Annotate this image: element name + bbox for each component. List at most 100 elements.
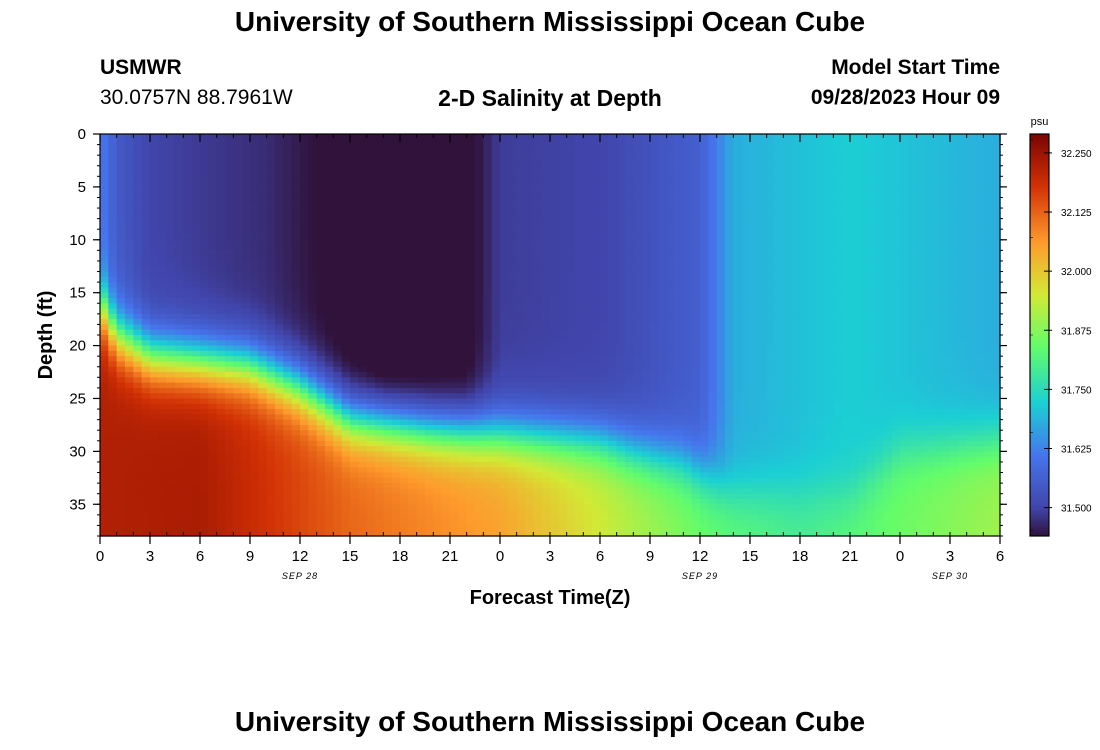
heatmap-cell [325, 271, 334, 278]
heatmap-cell [491, 504, 501, 511]
heatmap-cell [566, 446, 576, 452]
heatmap-cell [500, 229, 509, 236]
heatmap-cell [641, 245, 651, 251]
heatmap-cell [458, 149, 468, 156]
heatmap-cell [458, 134, 468, 140]
heatmap-cell [133, 308, 143, 315]
heatmap-cell [391, 239, 401, 246]
heatmap-cell [391, 308, 401, 315]
heatmap-cell [141, 308, 151, 315]
heatmap-cell [183, 456, 193, 463]
heatmap-cell [466, 393, 476, 400]
heatmap-cell [591, 461, 601, 468]
heatmap-cell [458, 186, 468, 193]
heatmap-cell [175, 255, 184, 262]
heatmap-cell [616, 149, 626, 156]
heatmap-cell [250, 387, 259, 394]
heatmap-cell [400, 134, 409, 140]
heatmap-cell [133, 303, 143, 310]
heatmap-cell [183, 398, 193, 405]
heatmap-cell [166, 372, 176, 378]
heatmap-cell [366, 319, 376, 326]
heatmap-cell [491, 192, 501, 199]
heatmap-cell [241, 488, 251, 495]
heatmap-cell [391, 186, 401, 193]
heatmap-cell [125, 202, 134, 209]
heatmap-cell [133, 144, 143, 151]
heatmap-cell [441, 520, 451, 527]
heatmap-cell [191, 186, 201, 193]
heatmap-cell [425, 303, 434, 310]
heatmap-cell [250, 181, 259, 188]
heatmap-cell [433, 451, 443, 458]
heatmap-cell [375, 197, 384, 204]
heatmap-cell [266, 255, 276, 262]
heatmap-cell [333, 461, 343, 468]
heatmap-cell [466, 467, 476, 474]
heatmap-cell [275, 165, 284, 172]
heatmap-cell [266, 239, 276, 246]
heatmap-cell [200, 382, 209, 389]
heatmap-cell [408, 250, 418, 257]
heatmap-cell [575, 372, 584, 378]
heatmap-cell [316, 467, 326, 474]
heatmap-cell [183, 213, 193, 220]
heatmap-cell [283, 213, 293, 220]
heatmap-cell [250, 160, 259, 167]
heatmap-cell [333, 398, 343, 405]
heatmap-cell [100, 504, 109, 511]
heatmap-cell [100, 223, 109, 230]
heatmap-cell [300, 329, 309, 336]
heatmap-cell [225, 266, 234, 273]
heatmap-cell [291, 139, 301, 146]
heatmap-cell [625, 176, 634, 183]
heatmap-cell [291, 319, 301, 326]
heatmap-cell [175, 165, 184, 172]
heatmap-cell [191, 398, 201, 405]
heatmap-cell [133, 520, 143, 527]
heatmap-cell [183, 414, 193, 421]
heatmap-cell [108, 223, 118, 230]
heatmap-cell [266, 223, 276, 230]
heatmap-cell [266, 483, 276, 489]
heatmap-cell [383, 186, 393, 193]
heatmap-cell [500, 149, 509, 156]
heatmap-cell [266, 393, 276, 400]
heatmap-cell [450, 149, 459, 156]
heatmap-cell [416, 366, 426, 373]
heatmap-cell [383, 255, 393, 262]
heatmap-cell [241, 366, 251, 373]
heatmap-cell [291, 398, 301, 405]
heatmap-cell [391, 414, 401, 421]
heatmap-cell [275, 520, 284, 527]
heatmap-cell [466, 430, 476, 437]
heatmap-cell [133, 366, 143, 373]
heatmap-cell [233, 456, 243, 463]
heatmap-cell [633, 292, 643, 299]
heatmap-cell [200, 504, 209, 511]
heatmap-cell [250, 139, 259, 146]
heatmap-cell [183, 387, 193, 394]
heatmap-cell [200, 266, 209, 273]
heatmap-cell [358, 488, 368, 495]
heatmap-cell [150, 345, 159, 352]
heatmap-cell [475, 461, 484, 468]
heatmap-cell [233, 520, 243, 527]
heatmap-cell [216, 483, 226, 489]
heatmap-cell [616, 271, 626, 278]
heatmap-cell [500, 419, 509, 426]
heatmap-cell [575, 234, 584, 241]
heatmap-cell [391, 197, 401, 204]
heatmap-cell [616, 350, 626, 357]
heatmap-cell [108, 329, 118, 336]
heatmap-cell [100, 245, 109, 251]
heatmap-cell [508, 504, 518, 511]
heatmap-cell [383, 461, 393, 468]
heatmap-cell [300, 155, 309, 162]
heatmap-cell [266, 208, 276, 214]
heatmap-cell [225, 419, 234, 426]
heatmap-cell [566, 520, 576, 527]
heatmap-cell [116, 361, 126, 368]
heatmap-cell [250, 488, 259, 495]
heatmap-cell [616, 297, 626, 304]
